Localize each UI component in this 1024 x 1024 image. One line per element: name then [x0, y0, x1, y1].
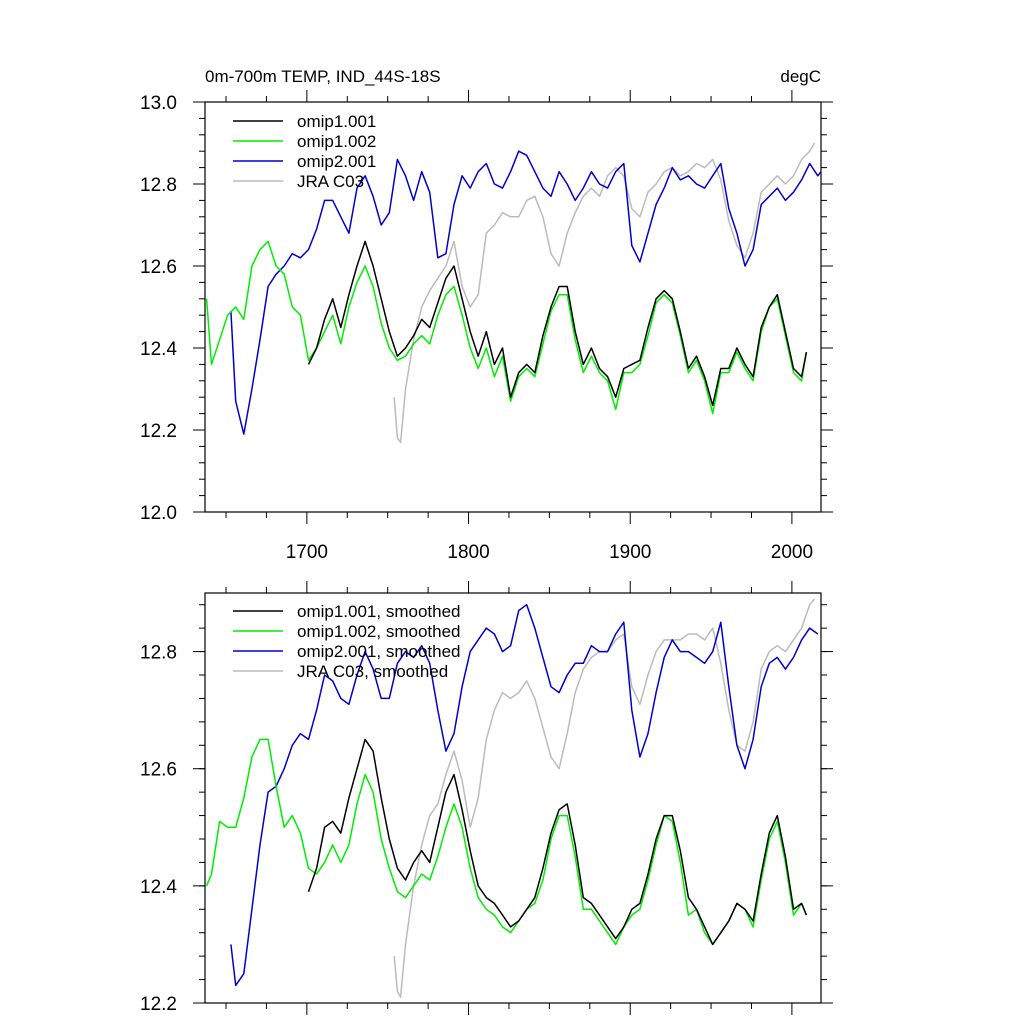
bottom-y-tick-label: 12.8 — [140, 643, 177, 664]
top-panel-units: degC — [780, 67, 821, 86]
top-y-tick-label: 12.6 — [140, 257, 177, 278]
top-x-tick-label: 1900 — [609, 542, 651, 563]
top-series-line-omip1-002 — [205, 240, 808, 415]
top-panel-plot: 0m-700m TEMP, IND_44S-18S degC 1700 1800 1… — [140, 67, 833, 563]
bottom-y-tick-label: 12.2 — [140, 994, 177, 1015]
bottom-legend-label: JRA C03, smoothed — [297, 662, 448, 681]
bottom-series-line-omip1-002-smoothed — [205, 738, 808, 946]
top-panel-title: 0m-700m TEMP, IND_44S-18S — [205, 67, 441, 86]
top-series-line-omip2-001 — [230, 150, 821, 435]
bottom-plot-frame — [204, 592, 822, 1004]
top-legend-label: omip2.001 — [297, 152, 376, 171]
bottom-panel-plot: 12.2 12.4 12.6 12.8 omip1.001, smoothedomip1… — [140, 581, 833, 1015]
top-x-tick-label: 1700 — [286, 542, 328, 563]
bottom-series-line-omip2-001-smoothed — [230, 603, 819, 987]
top-x-tick-label: 1800 — [447, 542, 489, 563]
top-y-tick-label: 12.4 — [140, 339, 177, 360]
top-legend-label: JRA C03 — [297, 172, 364, 191]
top-legend-label: omip1.002 — [297, 132, 376, 151]
top-series-line-omip1-001 — [307, 240, 808, 407]
top-x-tick-label: 2000 — [771, 542, 813, 563]
top-plot-frame — [204, 101, 822, 513]
top-y-tick-label: 12.8 — [140, 175, 177, 196]
bottom-legend-label: omip2.001, smoothed — [297, 642, 461, 661]
bottom-legend-label: omip1.002, smoothed — [297, 622, 461, 641]
bottom-y-tick-label: 12.6 — [140, 760, 177, 781]
bottom-legend-label: omip1.001, smoothed — [297, 602, 461, 621]
bottom-y-tick-label: 12.4 — [140, 877, 177, 898]
bottom-series-line-omip1-001-smoothed — [307, 738, 808, 946]
top-y-tick-label: 12.2 — [140, 421, 177, 442]
top-series-line-jra-c03 — [393, 142, 816, 444]
top-legend-label: omip1.001 — [297, 112, 376, 131]
top-y-tick-label: 12.0 — [140, 503, 177, 524]
top-y-tick-label: 13.0 — [140, 93, 177, 114]
